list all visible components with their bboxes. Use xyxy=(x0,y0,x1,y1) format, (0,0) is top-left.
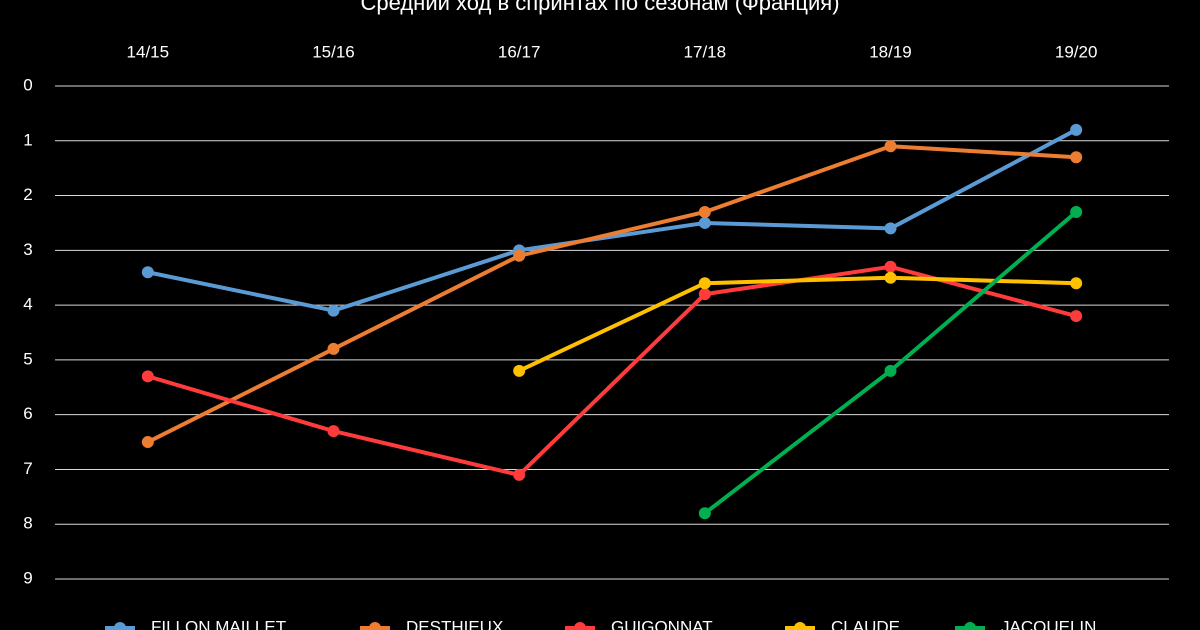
legend-label: FILLON MAILLET xyxy=(151,617,286,630)
y-tick-label: 0 xyxy=(23,75,32,94)
data-point xyxy=(327,342,340,355)
x-tick-label: 14/15 xyxy=(127,42,170,61)
x-tick-label: 17/18 xyxy=(684,42,727,61)
data-point xyxy=(141,436,154,449)
legend-label: DESTHIEUX xyxy=(406,617,503,630)
data-point xyxy=(698,288,711,301)
y-tick-label: 5 xyxy=(23,349,32,368)
data-point xyxy=(698,277,711,290)
data-point xyxy=(698,216,711,229)
data-point xyxy=(327,425,340,438)
data-point xyxy=(884,271,897,284)
legend-marker xyxy=(114,622,126,630)
legend-label: CLAUDE xyxy=(831,617,900,630)
data-point xyxy=(1070,310,1083,323)
data-point xyxy=(327,304,340,317)
series-line xyxy=(703,210,1078,515)
data-point xyxy=(884,222,897,235)
series-line xyxy=(146,144,1077,444)
legend-marker xyxy=(794,622,806,630)
legend-marker xyxy=(964,622,976,630)
legend-marker xyxy=(369,622,381,630)
data-point xyxy=(884,260,897,273)
legend-label: JACQUELIN xyxy=(1001,617,1096,630)
data-point xyxy=(1070,205,1083,218)
data-point xyxy=(1070,151,1083,164)
x-tick-label: 16/17 xyxy=(498,42,541,61)
data-point xyxy=(1070,277,1083,290)
data-point xyxy=(513,468,526,481)
legend-label: GUIGONNAT xyxy=(611,617,713,630)
y-tick-label: 4 xyxy=(23,295,32,314)
data-point xyxy=(698,205,711,218)
y-tick-label: 6 xyxy=(23,404,32,423)
data-point xyxy=(513,249,526,262)
series-line xyxy=(147,128,1078,313)
y-tick-label: 3 xyxy=(23,240,32,259)
chart-title: Средний ход в спринтах по сезонам (Франц… xyxy=(360,0,839,15)
data-point xyxy=(141,370,154,383)
x-tick-label: 19/20 xyxy=(1055,42,1098,61)
data-point xyxy=(141,266,154,279)
y-tick-label: 7 xyxy=(23,459,32,478)
y-tick-label: 8 xyxy=(23,514,32,533)
y-tick-label: 2 xyxy=(23,185,32,204)
data-point xyxy=(884,140,897,153)
y-tick-label: 9 xyxy=(23,568,32,587)
data-point xyxy=(884,364,897,377)
data-point xyxy=(1070,123,1083,136)
series-line xyxy=(147,264,1077,477)
legend-marker xyxy=(574,622,586,630)
x-tick-label: 18/19 xyxy=(869,42,912,61)
data-point xyxy=(513,364,526,377)
data-point xyxy=(698,507,711,520)
x-tick-label: 15/16 xyxy=(312,42,355,61)
y-tick-label: 1 xyxy=(23,130,32,149)
series-line xyxy=(518,275,1077,373)
